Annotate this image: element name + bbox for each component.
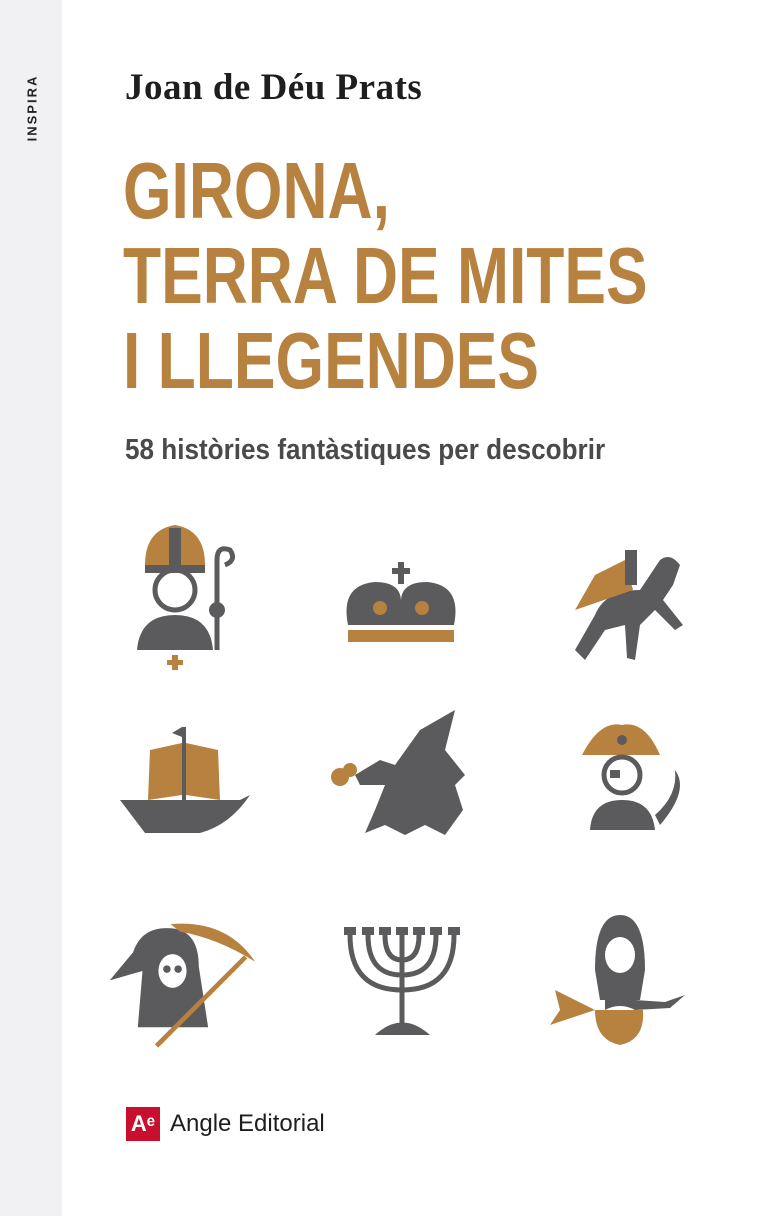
publisher-name: Angle Editorial	[170, 1110, 325, 1137]
publisher-logo: Aᵉ Angle Editorial	[126, 1107, 325, 1141]
headless-horseman-icon	[575, 550, 683, 660]
mermaid-icon	[550, 915, 685, 1045]
crown-icon	[346, 562, 456, 642]
subtitle: 58 històries fantàstiques per descobrir	[125, 434, 606, 466]
pirate-icon	[582, 724, 680, 830]
title-line: GIRONA,	[123, 146, 390, 235]
menorah-icon	[344, 927, 460, 1035]
author-name: Joan de Déu Prats	[125, 67, 423, 108]
book-title: GIRONA, TERRA DE MITES I LLEGENDES	[123, 148, 648, 403]
publisher-logo-mark: Aᵉ	[126, 1107, 160, 1141]
ship-icon	[120, 727, 250, 833]
title-line: I LLEGENDES	[123, 316, 540, 405]
grim-reaper-icon	[109, 923, 255, 1048]
spine-strip: INSPIRA	[0, 0, 62, 1216]
dragon-icon	[331, 710, 465, 835]
series-label: INSPIRA	[24, 74, 40, 142]
bishop-icon	[137, 525, 236, 670]
title-line: TERRA DE MITES	[123, 231, 648, 320]
